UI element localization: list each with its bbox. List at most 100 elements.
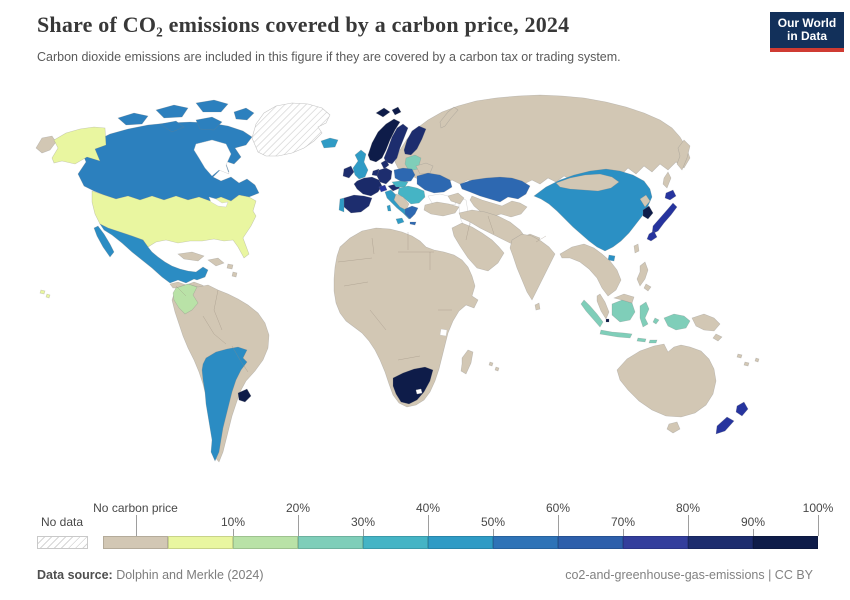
country-mongolia[interactable] [555, 173, 620, 192]
region-malaysia-borneo[interactable] [613, 293, 635, 304]
country-united-kingdom[interactable] [352, 149, 369, 180]
region-west-papua[interactable] [663, 313, 691, 331]
country-germany[interactable] [376, 167, 393, 185]
country-belarus[interactable] [415, 162, 434, 175]
legend-tick-4 [428, 515, 429, 536]
region-new-zealand-north[interactable] [735, 401, 749, 417]
region-kamchatka[interactable] [676, 139, 691, 171]
legend-label-1: 10% [220, 515, 246, 529]
country-india[interactable] [509, 233, 556, 301]
region-baffin-island[interactable] [195, 116, 223, 131]
country-north-korea[interactable] [639, 194, 651, 208]
legend-swatch-6[interactable] [493, 536, 558, 549]
country-poland[interactable] [393, 167, 416, 183]
country-philippines[interactable] [636, 261, 652, 292]
region-tasmania[interactable] [666, 421, 681, 434]
country-taiwan[interactable] [633, 243, 640, 254]
country-norway[interactable] [367, 118, 401, 163]
country-china[interactable] [533, 168, 653, 252]
region-sardinia[interactable] [386, 204, 392, 212]
country-mexico[interactable] [99, 223, 209, 284]
legend-swatch-7[interactable] [558, 536, 623, 549]
region-sumatra[interactable] [580, 299, 604, 328]
country-greenland[interactable] [251, 102, 331, 157]
country-france[interactable] [353, 176, 383, 197]
region-japan-hokkaido[interactable] [664, 189, 677, 201]
region-japan-honshu[interactable] [651, 202, 678, 235]
region-kalimantan[interactable] [611, 299, 636, 323]
country-singapore[interactable] [605, 318, 610, 323]
country-colombia[interactable] [172, 283, 199, 315]
country-australia[interactable] [616, 343, 717, 418]
owid-logo-line2: in Data [786, 29, 827, 43]
region-canada-arctic-island-1[interactable] [117, 112, 149, 126]
region-canada-arctic-island-5[interactable] [233, 107, 255, 121]
region-caucasus[interactable] [447, 192, 465, 205]
attribution-link[interactable]: co2-and-greenhouse-gas-emissions | CC BY [565, 568, 813, 582]
country-ireland[interactable] [342, 165, 355, 179]
owid-logo[interactable]: Our World in Data [770, 12, 844, 52]
country-ukraine[interactable] [416, 172, 453, 194]
legend-swatch-4[interactable] [363, 536, 428, 549]
country-russia-west-fragment[interactable] [35, 135, 57, 154]
region-pacific-islands[interactable] [736, 353, 760, 367]
region-hawaii[interactable] [39, 289, 51, 299]
region-sulawesi[interactable] [639, 301, 650, 328]
legend-swatch-9[interactable] [688, 536, 753, 549]
country-portugal[interactable] [338, 197, 345, 213]
country-turkey[interactable] [423, 201, 460, 217]
country-denmark[interactable] [380, 159, 390, 170]
country-uruguay[interactable] [237, 388, 252, 403]
legend-swatch-10[interactable] [753, 536, 818, 549]
region-canada-arctic-island-3[interactable] [195, 99, 229, 113]
region-central-asia[interactable] [469, 195, 528, 218]
country-papua-new-guinea[interactable] [691, 313, 723, 342]
region-lesser-sunda[interactable] [636, 317, 660, 344]
region-new-zealand-south[interactable] [715, 416, 735, 435]
region-malay-peninsula[interactable] [596, 293, 610, 320]
country-kazakhstan[interactable] [459, 176, 531, 203]
region-svalbard[interactable] [375, 106, 402, 118]
region-sakhalin[interactable] [662, 171, 672, 189]
legend-swatch-1[interactable] [168, 536, 233, 549]
country-united-states[interactable] [91, 190, 257, 259]
country-cuba[interactable] [177, 251, 205, 262]
legend-swatch-3[interactable] [298, 536, 363, 549]
region-africa[interactable] [333, 227, 479, 408]
region-novaya-zemlya[interactable] [439, 106, 459, 129]
legend-swatch-0[interactable] [103, 536, 168, 549]
region-indian-ocean-islands[interactable] [488, 361, 500, 372]
region-arabian-peninsula[interactable] [451, 222, 505, 272]
legend-swatch-8[interactable] [623, 536, 688, 549]
legend-swatch-5[interactable] [428, 536, 493, 549]
country-iceland[interactable] [320, 137, 339, 149]
region-japan-kyushu[interactable] [646, 230, 658, 242]
region-chile-argentina[interactable] [201, 346, 248, 462]
legend-no-data-swatch[interactable] [37, 536, 88, 549]
country-finland[interactable] [403, 125, 427, 156]
legend-swatch-2[interactable] [233, 536, 298, 549]
region-czechia-slovakia[interactable] [391, 180, 409, 188]
region-hungary-romania-bulgaria[interactable] [397, 185, 426, 205]
region-alaska[interactable] [51, 126, 107, 165]
country-spain[interactable] [343, 194, 373, 214]
region-java[interactable] [599, 329, 633, 339]
country-greece[interactable] [404, 205, 419, 220]
country-russia[interactable] [394, 94, 691, 185]
region-indochina[interactable] [559, 243, 622, 297]
country-sweden[interactable] [383, 123, 409, 165]
region-hainan[interactable] [607, 254, 616, 262]
country-south-africa[interactable] [392, 366, 434, 405]
country-south-korea[interactable] [642, 205, 654, 220]
country-sri-lanka[interactable] [534, 302, 541, 311]
region-lesser-antilles[interactable] [226, 263, 238, 278]
region-sicily[interactable] [395, 217, 405, 225]
region-hispaniola[interactable] [207, 257, 225, 267]
country-switzerland[interactable] [378, 184, 388, 193]
region-canada-arctic-island-2[interactable] [155, 104, 189, 119]
country-madagascar[interactable] [460, 349, 474, 375]
region-baja-california[interactable] [93, 225, 115, 258]
region-canada-arctic-island-4[interactable] [159, 120, 185, 133]
region-crete[interactable] [409, 221, 417, 226]
